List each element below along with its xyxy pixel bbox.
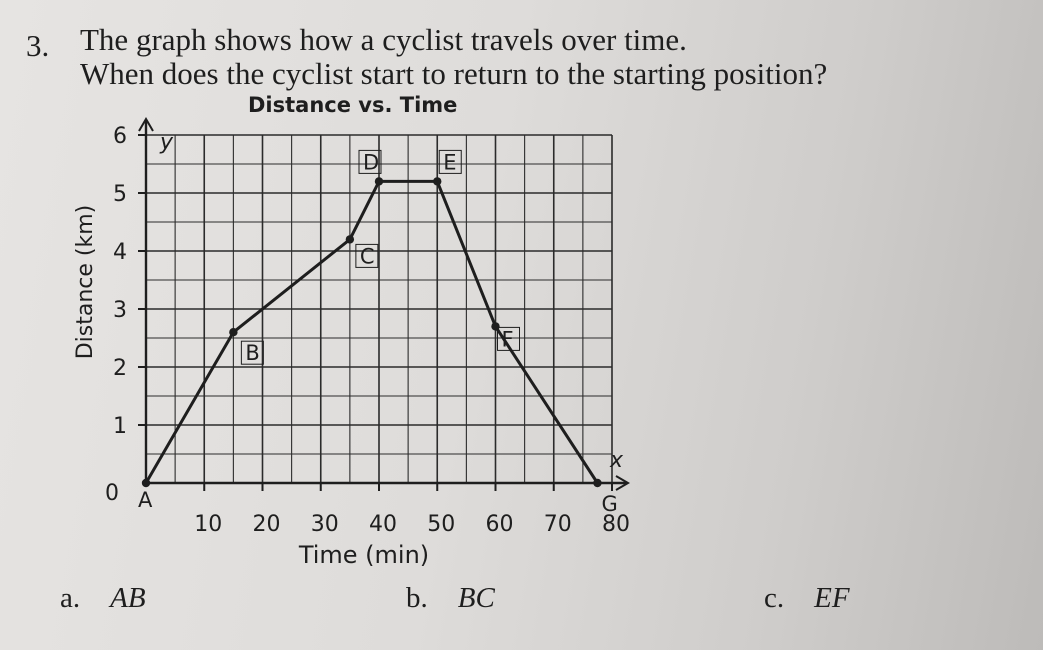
chart-line [144,179,599,484]
question-number: 3. [26,28,50,63]
chart-points [141,149,602,488]
point-label-box [358,149,382,174]
x-tick-label: 70 [544,512,572,537]
x-tick-label: 80 [602,512,630,537]
data-point-g [593,478,602,488]
x-tick-label: 20 [253,512,281,537]
y-tick-label: 2 [113,356,127,381]
point-label-box [497,326,520,351]
point-label-c: C [360,244,375,268]
option-c-letter: c. [764,582,785,614]
chart-title: Distance vs. Time [248,93,458,117]
data-point-f [491,322,500,331]
x-axis-arrow [615,475,630,491]
x-tick-label: 50 [427,512,455,537]
option-b[interactable]: b. BC [406,582,495,615]
point-label-box [240,340,264,365]
point-label-g: G [601,492,617,516]
option-b-letter: b. [406,582,428,614]
x-axis-letter: x [609,448,624,473]
data-point-c [345,235,355,244]
chart-grid [145,134,613,484]
distance-line [144,179,599,484]
option-c-answer: EF [814,582,850,614]
origin-label: 0 [105,481,119,506]
point-label-b: B [245,341,259,365]
data-point-d [374,177,384,186]
y-tick-label: 3 [113,298,127,323]
y-tick-label: 6 [113,124,127,149]
x-tick-label: 40 [369,512,397,537]
point-label-a: A [138,488,153,512]
data-point-e [433,177,442,186]
y-axis-arrow [138,117,154,132]
x-axis-title: Time (min) [298,541,429,569]
option-c[interactable]: c. EF [764,582,850,615]
chart-labels: 1 2 3 4 5 6 10 20 30 40 50 60 70 80 0 Time (min) Distanc… [73,124,630,569]
question-text-line-1: The graph shows how a cyclist travels ov… [80,22,687,57]
option-a-answer: AB [110,582,146,614]
y-tick-label: 4 [113,240,127,265]
x-tick-label: 30 [311,512,339,537]
point-label-box [355,243,379,268]
point-label-f: F [502,327,514,351]
x-tick-label: 60 [486,512,514,537]
data-point-b [229,328,238,337]
chart-axes [138,117,630,491]
data-point-a [141,478,151,488]
point-label-d: D [363,150,379,174]
y-axis-letter: y [159,130,174,155]
point-label-e: E [443,150,456,174]
y-tick-label: 1 [113,414,127,439]
option-b-answer: BC [457,582,495,614]
option-a[interactable]: a. AB [60,582,146,615]
x-tick-label: 10 [194,512,222,537]
point-label-box [438,149,462,174]
y-tick-label: 5 [113,182,127,207]
y-axis-title: Distance (km) [73,205,98,360]
question-text-line-2: When does the cyclist start to return to… [80,56,828,91]
option-a-letter: a. [60,582,81,614]
